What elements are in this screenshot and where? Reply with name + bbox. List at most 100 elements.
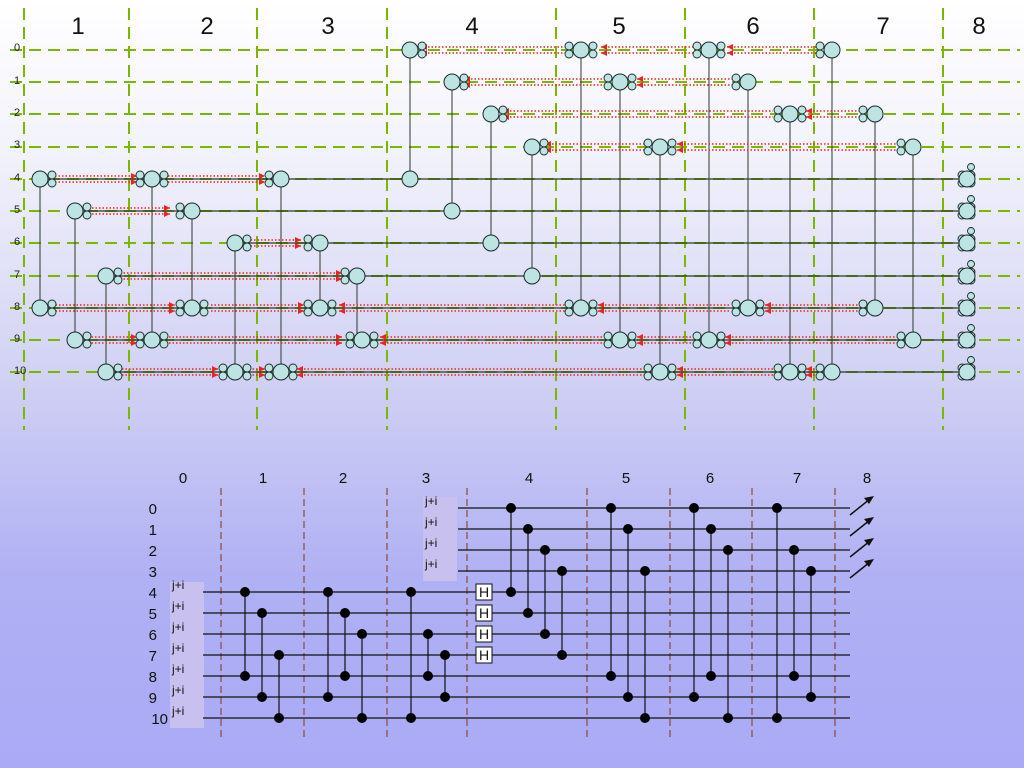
- node-circle: [183, 202, 201, 220]
- top-diagram: 1 2 3 4 5 6 7 8 0 1 2 3 4 5 6 7 8 9 10: [10, 8, 1020, 430]
- node-small-circle: [159, 339, 169, 349]
- control-dot: [723, 545, 733, 555]
- node-circle: [823, 363, 841, 381]
- qubit-node: [401, 41, 427, 59]
- qubit-node: [175, 202, 201, 220]
- node-small-circle: [159, 170, 169, 180]
- node-circle: [958, 202, 976, 220]
- node-small-circle: [731, 73, 741, 83]
- node-small-circle: [627, 73, 637, 83]
- controlled-gate: [340, 608, 350, 681]
- qubit-node: [692, 41, 726, 59]
- bottom-row-label: 1: [149, 522, 157, 539]
- node-circle: [443, 73, 461, 91]
- top-row-label: 4: [14, 172, 20, 184]
- qubit-node: [443, 73, 469, 91]
- node-circle: [353, 331, 371, 349]
- output-node: [957, 195, 976, 220]
- node-small-circle: [643, 138, 653, 148]
- qubit-node: [226, 234, 252, 252]
- swap-arrow: [637, 76, 733, 88]
- output-node: [957, 324, 976, 349]
- swap-arrowhead: [725, 334, 731, 340]
- hadamard-label: H: [479, 647, 489, 663]
- control-dot: [506, 503, 516, 513]
- control-dot: [540, 629, 550, 639]
- bottom-row-label: 9: [149, 690, 157, 707]
- node-small-circle: [896, 331, 906, 341]
- node-small-circle: [627, 339, 637, 349]
- node-circle: [958, 299, 976, 317]
- node-small-circle: [264, 371, 274, 381]
- node-small-circle: [858, 105, 868, 115]
- control-dot: [772, 713, 782, 723]
- swap-arrowhead: [212, 366, 218, 372]
- node-circle: [611, 73, 629, 91]
- top-row-label: 8: [14, 301, 20, 313]
- input-tags: j+i j+i j+i j+i j+i j+i j+i j+i j+i j+i j+i: [170, 494, 457, 728]
- bottom-row-label: 4: [149, 585, 157, 602]
- swap-arrowhead: [677, 372, 683, 378]
- input-tag-panel: [423, 497, 457, 581]
- node-small-circle: [459, 81, 469, 91]
- top-row-label: 6: [14, 236, 20, 248]
- bottom-row-label: 7: [149, 648, 157, 665]
- swap-arrowhead: [637, 340, 643, 346]
- node-circle: [958, 331, 976, 349]
- node-circle: [958, 234, 976, 252]
- control-dot: [240, 671, 250, 681]
- node-small-circle: [199, 299, 209, 309]
- control-dot: [689, 692, 699, 702]
- bottom-row-label: 6: [149, 627, 157, 644]
- node-small-circle: [303, 299, 313, 309]
- node-small-circle: [731, 81, 741, 91]
- node-circle: [226, 363, 244, 381]
- node-small-circle: [797, 371, 807, 381]
- swap-arrowhead: [169, 302, 175, 308]
- top-column-label: 4: [465, 13, 478, 40]
- qubit-node: [815, 41, 841, 59]
- node-small-circle: [175, 307, 185, 317]
- swap-arrowhead: [131, 340, 137, 346]
- output-node: [957, 227, 976, 252]
- input-tag-label: j+i: [424, 515, 437, 529]
- control-dot: [257, 608, 267, 618]
- node-small-circle: [264, 170, 274, 180]
- measurement-arrowhead: [864, 538, 874, 546]
- qubit-node: [643, 138, 677, 156]
- measurement-arrow-shaft: [849, 561, 871, 579]
- node-circle: [401, 170, 419, 188]
- input-tag-label: j+i: [171, 683, 184, 697]
- controlled-gate: [806, 566, 816, 702]
- control-dot: [340, 671, 350, 681]
- bottom-column-label: 0: [179, 470, 187, 487]
- node-circle: [272, 363, 290, 381]
- node-circle: [66, 202, 84, 220]
- node-circle: [482, 234, 500, 252]
- swap-arrow: [297, 366, 645, 378]
- bottom-column-labels: 0 1 2 3 4 5 6 7 8: [179, 470, 871, 487]
- bottom-row-label: 5: [149, 606, 157, 623]
- node-circle: [781, 105, 799, 123]
- control-dot: [540, 545, 550, 555]
- node-small-circle: [539, 146, 549, 156]
- swap-arrow: [247, 237, 301, 249]
- top-column-label: 1: [71, 13, 84, 40]
- node-small-circle: [627, 331, 637, 341]
- controlled-gate: [357, 629, 367, 723]
- swap-arrowhead: [677, 366, 683, 372]
- measurement-arrow: [849, 559, 874, 579]
- swap-arrow: [249, 366, 265, 378]
- bottom-column-label: 5: [622, 470, 630, 487]
- node-small-circle: [773, 363, 783, 373]
- node-small-circle: [588, 41, 598, 51]
- node-small-circle: [345, 331, 355, 341]
- control-dot: [623, 524, 633, 534]
- swap-arrowhead: [765, 308, 771, 314]
- node-small-circle: [369, 331, 379, 341]
- circuit-wires: [203, 507, 850, 719]
- control-dot: [440, 650, 450, 660]
- node-small-circle: [264, 363, 274, 373]
- swap-arrow: [727, 44, 819, 56]
- top-column-label: 7: [876, 13, 889, 40]
